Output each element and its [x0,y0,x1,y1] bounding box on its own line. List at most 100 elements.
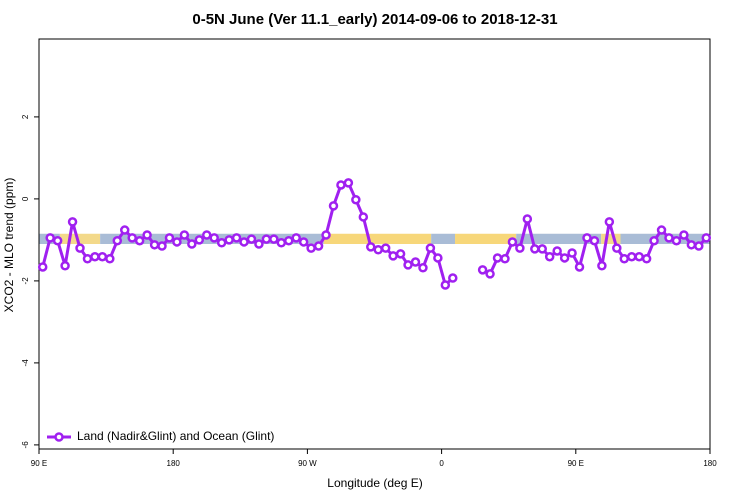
data-point [127,233,137,243]
y-tick-label: -2 [21,277,30,285]
data-point [119,225,130,235]
data-point [679,230,689,240]
x-tick-label: 90 E [31,459,47,468]
data-point [567,248,577,258]
data-point [604,217,615,227]
data-point [179,230,190,240]
data-point [410,257,421,267]
data-point [544,251,555,262]
data-point [492,253,503,263]
data-point [425,243,436,253]
plot-frame [38,38,711,450]
data-point [358,212,369,222]
data-point [112,235,123,246]
surface-band [59,233,101,244]
data-point [60,260,70,271]
data-point [597,260,607,271]
data-point [656,225,667,235]
data-point [105,254,115,264]
x-tick-label: 180 [703,459,717,468]
data-point [246,234,257,244]
data-point [552,246,562,256]
data-point [403,260,413,270]
data-point [149,240,160,250]
y-tick-label: -6 [21,441,30,449]
data-point [343,178,354,188]
data-point [164,233,175,243]
chart-title: 0-5N June (Ver 11.1_early) 2014-09-06 to… [192,11,557,28]
data-point [336,180,346,190]
surface-band [516,233,602,244]
data-point [507,237,518,247]
data-point [671,235,682,246]
data-point [619,254,630,264]
data-point [67,217,78,227]
data-point [142,230,152,240]
data-point [537,244,547,254]
data-point [298,237,309,247]
data-point [284,235,294,246]
data-point [530,244,540,254]
data-point [261,234,272,244]
data-point [477,265,488,275]
data-point [224,235,234,245]
data-point [97,251,108,262]
data-point [269,234,279,244]
data-point [582,233,592,243]
data-point [194,235,205,245]
x-tick-label: 90 E [568,459,584,468]
data-point [515,243,525,253]
y-axis-label: XCO2 - MLO trend (ppm) [2,178,16,313]
data-point [366,242,376,252]
data-point [418,263,428,273]
data-point [75,243,85,253]
x-tick-label: 180 [167,459,181,468]
data-point [694,241,704,251]
data-point [574,262,585,272]
data-point [202,230,212,240]
legend-marker [54,432,64,442]
data-point [239,237,249,247]
data-point [686,240,697,250]
data-point [321,230,331,240]
data-point [134,235,145,246]
data-point [306,243,316,253]
data-point [209,233,219,243]
data-point [440,280,451,290]
data-point [634,251,644,262]
data-point [291,233,301,243]
data-point [82,254,93,264]
y-tick-label: -4 [21,359,30,367]
data-point [216,238,227,248]
y-tick-label: 2 [21,114,30,119]
data-point [328,201,339,211]
legend-label: Land (Nadir&Glint) and Ocean (Glint) [77,429,274,443]
data-point [395,249,406,259]
data-point [351,194,361,205]
x-tick-label: 0 [439,459,444,468]
data-point [172,237,182,247]
data-point [231,233,242,243]
data-point [448,273,458,283]
data-point [559,253,570,263]
data-point [45,233,55,243]
data-point [500,254,510,264]
data-point [701,233,712,243]
data-point [388,251,398,261]
data-point [90,251,100,262]
surface-band [455,233,517,244]
data-point [157,241,167,251]
data-point [37,262,48,272]
data-point [313,241,324,251]
data-point [373,244,383,255]
data-point [254,239,264,249]
data-point [641,254,652,264]
data-point [626,251,637,262]
data-point [612,243,622,253]
data-point [187,239,197,249]
surface-band [431,233,456,244]
y-tick-label: 0 [21,196,30,201]
data-point [276,238,287,248]
